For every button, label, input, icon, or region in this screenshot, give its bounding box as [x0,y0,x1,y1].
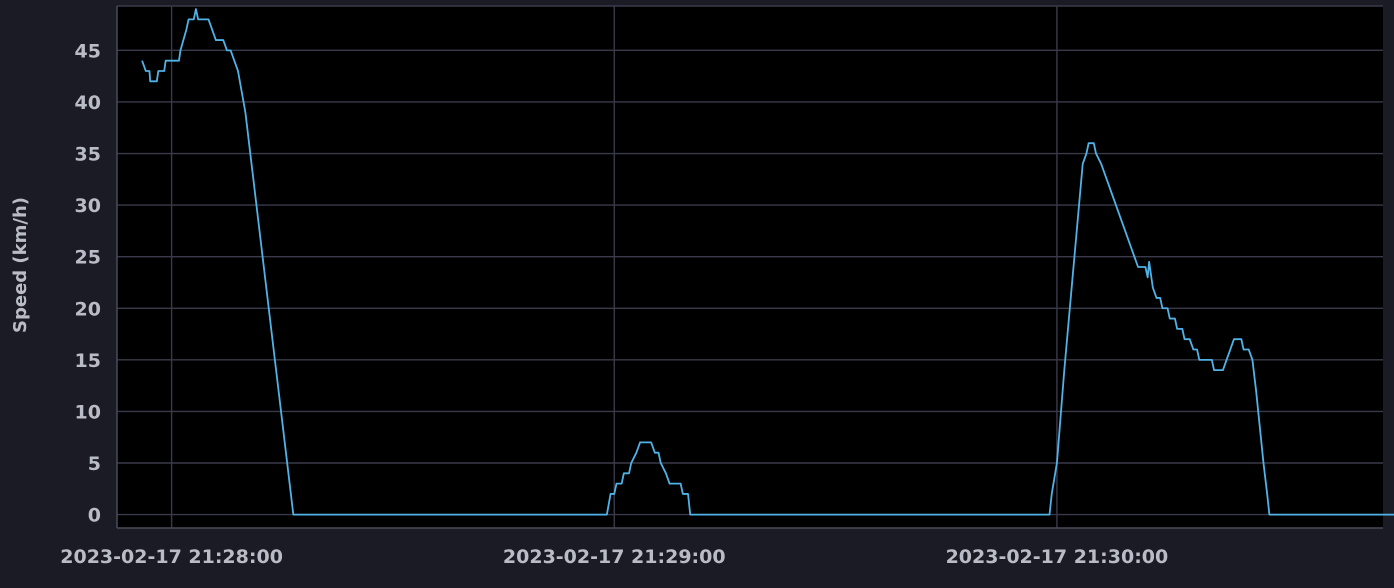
y-tick-label: 40 [75,92,101,114]
plot-area [117,6,1383,528]
y-tick-label: 35 [75,144,101,166]
y-tick-label: 0 [88,505,101,527]
x-tick-labels: 2023-02-17 21:28:00 2023-02-17 21:29:00 20… [60,546,1168,568]
y-tick-label: 45 [75,40,101,62]
x-tick-label: 2023-02-17 21:30:00 [946,546,1169,568]
y-tick-label: 20 [75,298,101,320]
y-tick-label: 30 [75,195,101,217]
y-axis-label: Speed (km/h) [10,197,31,333]
y-tick-label: 25 [75,247,101,269]
y-tick-label: 15 [75,350,101,372]
y-tick-label: 5 [88,453,101,475]
grid-lines [117,5,1383,528]
speed-series-line [141,8,1394,516]
y-tick-labels: 0 5 10 15 20 25 30 35 40 45 [75,40,101,526]
x-tick-label: 2023-02-17 21:28:00 [60,546,283,568]
x-tick-label: 2023-02-17 21:29:00 [503,546,726,568]
y-tick-label: 10 [75,401,101,423]
